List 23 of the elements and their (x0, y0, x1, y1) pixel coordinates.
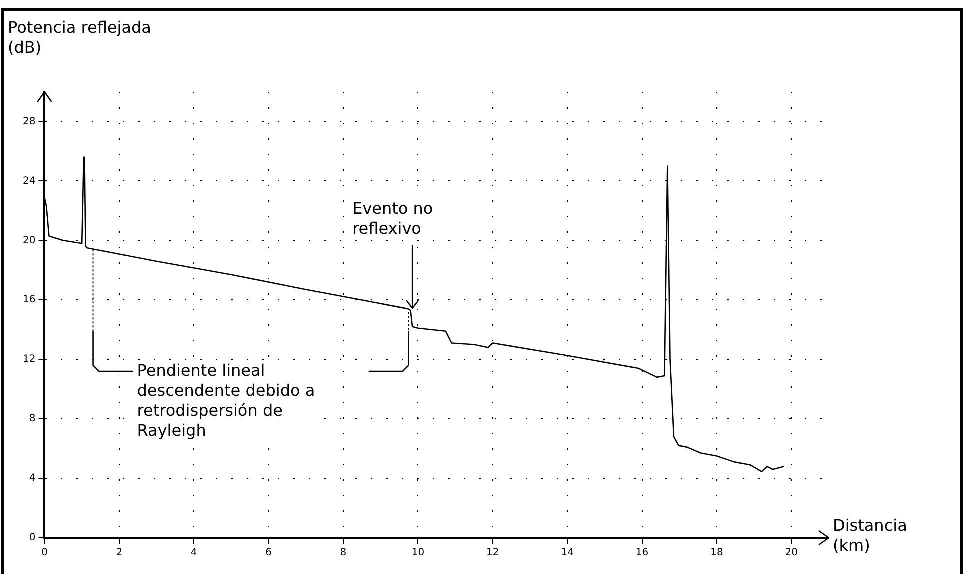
annotation: Evento no reflexivo (352, 198, 434, 239)
y-tick-label: 0 (29, 532, 36, 544)
x-tick-label: 0 (42, 548, 48, 559)
x-tick-label: 14 (561, 548, 574, 559)
y-tick-label: 4 (29, 473, 36, 484)
x-tick-label: 18 (710, 548, 724, 559)
x-tick-label: 10 (412, 548, 425, 559)
y-tick-label: 8 (29, 414, 36, 425)
x-axis-title: Distancia (km) (833, 516, 908, 556)
y-axis-title: Potencia reflejada (dB) (8, 18, 152, 58)
y-tick-label: 16 (22, 294, 36, 306)
x-tick-label: 2 (116, 548, 123, 559)
x-tick-label: 6 (266, 548, 272, 559)
y-tick-label: 24 (22, 176, 36, 187)
x-tick-label: 12 (486, 548, 500, 559)
y-tick-label: 12 (22, 354, 36, 366)
x-tick-label: 20 (785, 548, 798, 559)
x-tick-label: 8 (340, 548, 347, 559)
x-tick-label: 4 (190, 548, 198, 559)
y-tick-label: 20 (22, 235, 36, 246)
y-tick-label: 28 (22, 116, 36, 128)
x-tick-label: 16 (636, 548, 649, 559)
annotation: Pendiente lineal descendente debido a retrodispersión de Rayleigh (137, 361, 316, 442)
